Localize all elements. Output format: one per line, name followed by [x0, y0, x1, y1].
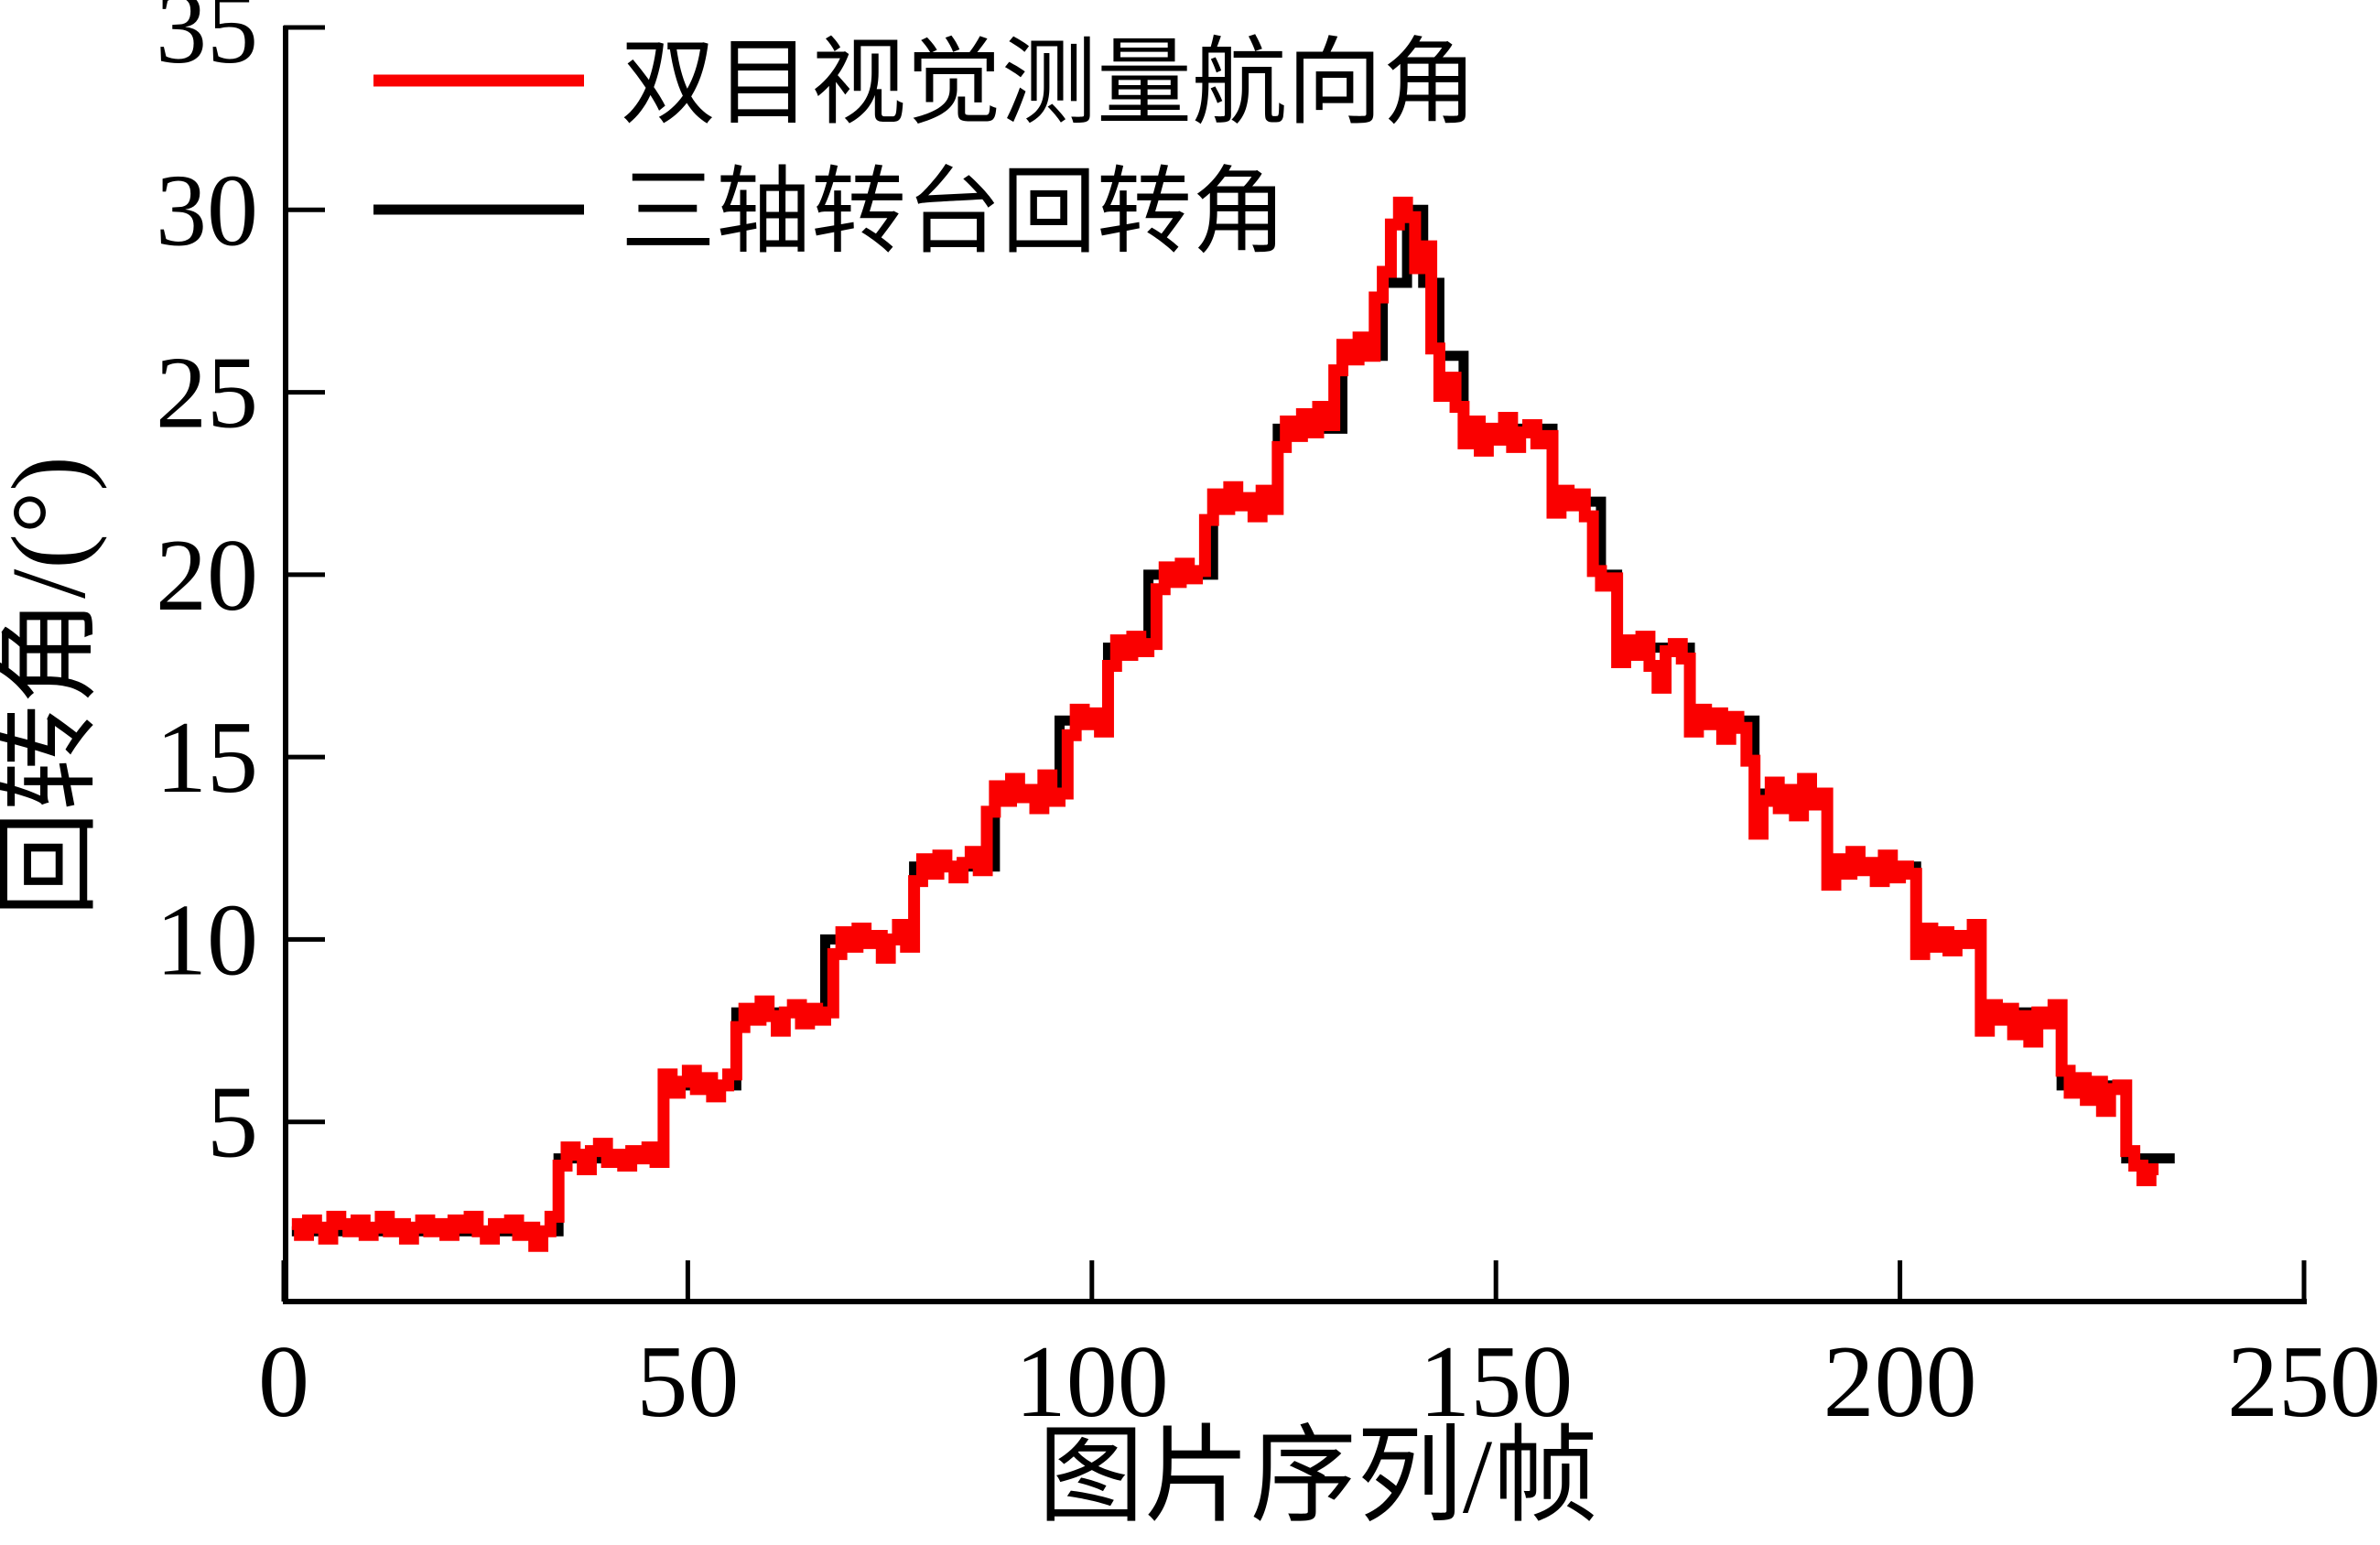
x-tick-label: 200	[1823, 1325, 1977, 1439]
legend-label-stereo-vision: 双目视觉测量航向角	[621, 31, 1477, 136]
x-tick-label: 50	[636, 1325, 739, 1439]
y-tick-label: 25	[156, 337, 258, 450]
x-axis-ticks	[281, 1260, 2307, 1302]
series-turntable-line	[291, 204, 2175, 1237]
legend-label-turntable: 三轴转台回转角	[621, 160, 1287, 265]
y-tick-label: 20	[156, 519, 258, 632]
y-axis-tick-labels: 5 10 15 20 25 30 35	[156, 0, 258, 1180]
x-tick-label: 150	[1419, 1325, 1573, 1439]
x-axis-title: 图片序列/帧	[1038, 1419, 1598, 1536]
x-tick-label: 250	[2227, 1325, 2380, 1439]
y-tick-label: 30	[156, 154, 258, 267]
y-tick-label: 10	[156, 883, 258, 997]
series-stereo-vision-line	[291, 196, 2159, 1252]
y-axis-ticks	[284, 25, 325, 1125]
y-axis-title: 回转角/(°)	[0, 456, 108, 917]
x-axis-tick-labels: 0 50 100 150 200 250	[258, 1325, 2380, 1439]
axes-frame	[283, 26, 2307, 1304]
y-tick-label: 35	[156, 0, 258, 85]
legend: 双目视觉测量航向角 三轴转台回转角	[373, 31, 1477, 265]
x-tick-label: 0	[258, 1325, 309, 1439]
y-tick-label: 15	[156, 701, 258, 815]
y-tick-label: 5	[207, 1066, 258, 1180]
x-tick-label: 100	[1015, 1325, 1169, 1439]
